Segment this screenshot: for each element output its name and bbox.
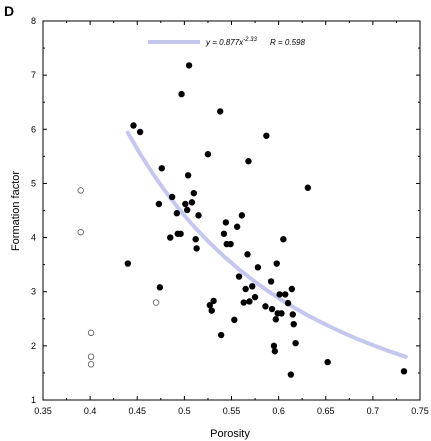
data-point bbox=[249, 283, 256, 290]
plot-area bbox=[77, 62, 408, 378]
data-point bbox=[244, 251, 251, 258]
data-point bbox=[280, 235, 287, 243]
x-tick-label: 0.35 bbox=[34, 406, 52, 416]
data-point bbox=[262, 303, 269, 310]
data-point bbox=[216, 108, 224, 115]
data-point bbox=[231, 316, 238, 324]
data-point bbox=[156, 284, 164, 291]
data-point bbox=[208, 307, 215, 314]
y-tick-label: 6 bbox=[31, 124, 36, 134]
x-tick-label: 0.45 bbox=[128, 406, 146, 416]
data-point bbox=[178, 90, 185, 98]
legend: y = 0.877x-2.33 R = 0.598 bbox=[148, 37, 305, 47]
data-point bbox=[210, 297, 217, 305]
panel-label: D bbox=[4, 3, 14, 19]
data-point bbox=[124, 260, 132, 267]
data-point bbox=[304, 184, 312, 191]
open-data-point bbox=[87, 329, 95, 337]
x-tick-label: 0.4 bbox=[84, 406, 97, 416]
y-tick-label: 1 bbox=[31, 395, 36, 405]
y-tick-label: 2 bbox=[31, 341, 36, 351]
data-point bbox=[288, 285, 296, 293]
data-point bbox=[289, 311, 296, 318]
data-point bbox=[130, 122, 137, 129]
open-data-point bbox=[87, 361, 95, 368]
x-tick-label: 0.55 bbox=[223, 406, 241, 416]
data-point bbox=[177, 230, 184, 237]
data-point bbox=[272, 316, 279, 323]
axes: 0.35 0.4 0.45 0.5 0.55 0.6 0.65 0.7 0.75 1 2 3 4 5 6 7 8 bbox=[31, 16, 429, 416]
data-point bbox=[204, 150, 212, 158]
data-point bbox=[238, 212, 246, 219]
legend-equation: y = 0.877x-2.33 bbox=[205, 37, 257, 47]
data-point bbox=[192, 235, 199, 243]
data-point bbox=[246, 298, 253, 305]
data-point bbox=[185, 62, 193, 69]
data-point bbox=[220, 230, 228, 237]
data-point bbox=[240, 299, 247, 306]
data-point bbox=[195, 212, 202, 219]
data-point bbox=[263, 132, 270, 139]
data-point bbox=[155, 200, 163, 208]
y-tick-label: 5 bbox=[31, 178, 36, 188]
data-point bbox=[282, 291, 289, 298]
legend-r-value: R = 0.598 bbox=[270, 38, 305, 47]
open-data-point bbox=[87, 353, 95, 360]
data-point bbox=[190, 189, 197, 197]
data-point bbox=[227, 240, 234, 248]
data-point bbox=[276, 291, 283, 298]
x-axis-title: Porosity bbox=[210, 428, 250, 440]
data-point bbox=[292, 339, 299, 347]
data-point bbox=[270, 342, 278, 350]
y-tick-label: 7 bbox=[31, 70, 36, 80]
data-point bbox=[235, 273, 243, 280]
data-point bbox=[271, 348, 279, 355]
data-point bbox=[222, 219, 230, 226]
data-point bbox=[242, 285, 249, 293]
data-point bbox=[324, 358, 331, 366]
y-tick-label: 4 bbox=[31, 233, 36, 243]
data-point bbox=[184, 172, 192, 179]
y-tick-label: 3 bbox=[31, 287, 36, 297]
data-point bbox=[168, 193, 176, 201]
fit-curve bbox=[125, 130, 408, 359]
data-point bbox=[158, 165, 165, 172]
data-point bbox=[245, 158, 252, 165]
x-tick-label: 0.7 bbox=[367, 406, 380, 416]
data-point bbox=[173, 210, 181, 217]
x-tick-label: 0.75 bbox=[411, 406, 429, 416]
data-point bbox=[400, 368, 408, 375]
data-point bbox=[136, 128, 144, 136]
data-point bbox=[278, 310, 285, 317]
data-point bbox=[268, 305, 276, 313]
data-point bbox=[193, 245, 200, 252]
data-point bbox=[267, 278, 275, 285]
data-point bbox=[290, 321, 297, 328]
data-point bbox=[184, 206, 191, 214]
data-point bbox=[188, 199, 196, 206]
y-tick-label: 8 bbox=[31, 16, 36, 26]
data-point bbox=[273, 260, 280, 267]
open-data-point bbox=[152, 299, 160, 306]
data-point bbox=[217, 331, 225, 339]
open-data-point bbox=[77, 187, 84, 194]
data-point bbox=[254, 264, 262, 271]
data-point bbox=[182, 200, 189, 208]
data-point bbox=[233, 223, 241, 230]
data-point bbox=[287, 371, 295, 378]
y-axis-title: Formation factor bbox=[10, 171, 22, 251]
x-tick-label: 0.6 bbox=[272, 406, 285, 416]
x-tick-label: 0.5 bbox=[178, 406, 191, 416]
data-point bbox=[206, 302, 214, 309]
data-point bbox=[251, 293, 259, 301]
data-point bbox=[167, 234, 174, 241]
open-data-point bbox=[77, 228, 84, 236]
x-tick-label: 0.65 bbox=[317, 406, 335, 416]
data-point bbox=[284, 299, 292, 307]
